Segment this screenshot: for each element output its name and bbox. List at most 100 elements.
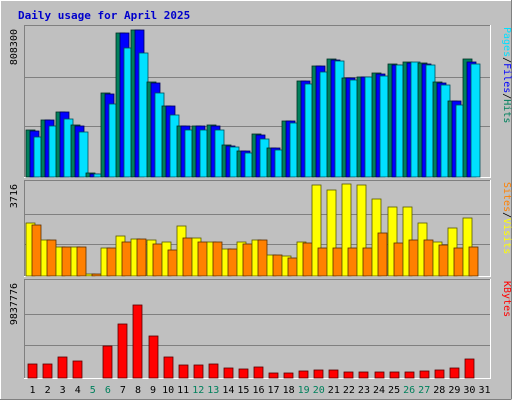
x-label-day-26: 26 <box>403 385 415 396</box>
x-label-day-14: 14 <box>222 385 234 396</box>
bar-sites-day-8 <box>136 238 147 277</box>
x-label-day-17: 17 <box>268 385 280 396</box>
bar-pages-day-30 <box>470 63 481 178</box>
bar-sites-day-20 <box>317 247 328 277</box>
bar-visits-day-22 <box>341 183 352 277</box>
bar-kbytes-day-15 <box>238 368 249 379</box>
bar-sites-day-3 <box>61 246 72 277</box>
bar-kbytes-day-17 <box>268 372 279 379</box>
bar-sites-day-4 <box>76 246 87 277</box>
x-label-day-9: 9 <box>150 385 156 396</box>
legend-item-hits: Hits <box>501 99 512 123</box>
bar-sites-day-21 <box>332 247 343 277</box>
x-label-day-25: 25 <box>388 385 400 396</box>
x-label-day-22: 22 <box>343 385 355 396</box>
legend-bottom: KBytes <box>501 281 512 317</box>
bar-sites-day-17 <box>272 254 283 277</box>
y-max-label: 3716 <box>9 184 20 208</box>
x-label-day-29: 29 <box>448 385 460 396</box>
bar-sites-day-11 <box>182 237 193 277</box>
bar-kbytes-day-19 <box>298 370 309 379</box>
bar-kbytes-day-16 <box>253 366 264 379</box>
bar-kbytes-day-3 <box>57 356 68 379</box>
bar-sites-day-2 <box>46 239 57 277</box>
x-label-day-12: 12 <box>192 385 204 396</box>
bar-sites-day-16 <box>257 239 268 277</box>
bar-pages-day-4 <box>78 131 89 178</box>
panel-top: 808300 Pages/Files/Hits <box>9 25 512 178</box>
bar-sites-day-13 <box>212 241 223 277</box>
legend-item-visits: Visits <box>501 218 512 254</box>
legend-item-kbytes: KBytes <box>501 281 512 317</box>
bar-kbytes-day-22 <box>343 371 354 379</box>
legend-separator: / <box>501 212 512 218</box>
bar-kbytes-day-13 <box>208 363 219 379</box>
legend-middle: Sites/Visits <box>501 182 512 254</box>
x-label-day-27: 27 <box>418 385 430 396</box>
x-label-day-3: 3 <box>60 385 66 396</box>
bar-kbytes-day-29 <box>449 367 460 379</box>
x-label-day-5: 5 <box>90 385 96 396</box>
bar-kbytes-day-18 <box>283 372 294 379</box>
bar-kbytes-day-20 <box>313 369 324 379</box>
bar-sites-day-6 <box>106 247 117 277</box>
bar-kbytes-day-26 <box>404 371 415 379</box>
bar-kbytes-day-4 <box>72 360 83 379</box>
bar-sites-day-29 <box>453 247 464 277</box>
bar-sites-day-27 <box>423 239 434 277</box>
bar-sites-day-26 <box>408 239 419 277</box>
bar-kbytes-day-21 <box>328 369 339 379</box>
x-label-day-16: 16 <box>252 385 264 396</box>
panel-plot-area <box>24 279 491 379</box>
bar-kbytes-day-10 <box>163 356 174 379</box>
x-label-day-31: 31 <box>478 385 490 396</box>
bar-kbytes-day-24 <box>374 371 385 379</box>
bar-sites-day-18 <box>287 257 298 277</box>
chart-panels: 808300 Pages/Files/Hits 3716 Sites/Visits 98… <box>9 25 512 379</box>
bar-kbytes-day-25 <box>389 371 400 379</box>
bar-kbytes-day-23 <box>358 371 369 379</box>
x-label-day-1: 1 <box>30 385 36 396</box>
bar-kbytes-day-28 <box>434 369 445 379</box>
bar-kbytes-day-12 <box>193 364 204 379</box>
panel-bottom: 9837776 KBytes <box>9 279 512 379</box>
bar-sites-day-9 <box>152 243 163 277</box>
chart-title: Daily usage for April 2025 <box>18 9 190 22</box>
x-label-day-11: 11 <box>177 385 189 396</box>
legend-separator: / <box>501 93 512 99</box>
bar-visits-day-21 <box>326 189 337 277</box>
bar-kbytes-day-6 <box>102 345 113 379</box>
bar-sites-day-10 <box>167 249 178 277</box>
x-label-day-13: 13 <box>207 385 219 396</box>
legend-item-files: Files <box>501 63 512 93</box>
legend-top: Pages/Files/Hits <box>501 27 512 123</box>
y-max-label: 9837776 <box>9 283 20 325</box>
bar-kbytes-day-9 <box>148 335 159 379</box>
x-label-day-6: 6 <box>105 385 111 396</box>
bar-sites-day-5 <box>91 273 102 277</box>
x-label-day-30: 30 <box>463 385 475 396</box>
x-label-day-8: 8 <box>135 385 141 396</box>
x-label-day-10: 10 <box>162 385 174 396</box>
x-label-day-24: 24 <box>373 385 385 396</box>
bar-sites-day-12 <box>197 241 208 277</box>
y-max-label: 808300 <box>9 29 20 65</box>
bar-kbytes-day-30 <box>464 358 475 379</box>
bar-sites-day-25 <box>393 242 404 277</box>
bar-visits-day-23 <box>356 184 367 277</box>
x-label-day-28: 28 <box>433 385 445 396</box>
x-label-day-18: 18 <box>283 385 295 396</box>
x-label-day-21: 21 <box>328 385 340 396</box>
bar-sites-day-1 <box>31 224 42 277</box>
x-label-day-4: 4 <box>75 385 81 396</box>
bar-sites-day-24 <box>377 232 388 277</box>
bar-sites-day-14 <box>227 248 238 277</box>
legend-separator: / <box>501 57 512 63</box>
bar-sites-day-7 <box>121 241 132 277</box>
panel-middle: 3716 Sites/Visits <box>9 180 512 277</box>
x-label-day-23: 23 <box>358 385 370 396</box>
bar-sites-day-22 <box>347 247 358 277</box>
x-label-day-19: 19 <box>298 385 310 396</box>
